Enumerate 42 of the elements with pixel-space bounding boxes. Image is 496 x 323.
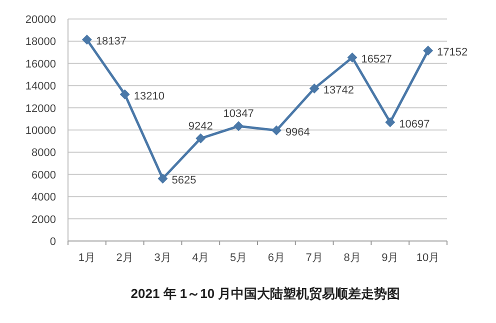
data-label: 5625 — [172, 174, 196, 187]
x-tick-label: 7月 — [306, 252, 323, 264]
point — [196, 133, 206, 144]
y-tick-label: 20000 — [25, 14, 56, 26]
point — [423, 46, 434, 56]
data-label: 9964 — [285, 126, 310, 138]
x-tick-label: 1月 — [78, 252, 96, 264]
data-label: 13742 — [323, 84, 354, 96]
x-tick-label: 3月 — [154, 252, 172, 264]
x-tick-label: 6月 — [268, 252, 286, 264]
x-tick-label: 10月 — [416, 252, 440, 264]
point — [271, 125, 282, 136]
x-tick-label: 8月 — [344, 252, 361, 264]
y-tick-label: 2000 — [32, 214, 56, 226]
y-tick-label: 8000 — [32, 147, 56, 160]
y-tick-label: 6000 — [32, 169, 56, 182]
y-tick-label: 12000 — [25, 102, 56, 115]
point — [385, 117, 396, 128]
data-label: 17152 — [437, 46, 468, 59]
x-tick-label: 2月 — [116, 252, 134, 264]
x-tick-label: 5月 — [230, 252, 248, 264]
x-tick-label: 4月 — [192, 252, 210, 264]
point — [120, 89, 130, 100]
x-tick-label: 9月 — [382, 252, 399, 264]
point — [347, 52, 358, 63]
data-label: 13210 — [134, 90, 164, 102]
data-label: 10697 — [399, 118, 430, 130]
point — [158, 174, 168, 184]
data-label: 16527 — [361, 54, 392, 66]
data-label: 18137 — [96, 36, 127, 48]
data-label: 9242 — [188, 120, 213, 132]
y-tick-label: 18000 — [25, 36, 56, 48]
point — [234, 121, 244, 132]
point — [309, 83, 320, 94]
text: 2021 年 1～10 月中国大陆塑机贸易顺差走势图 — [130, 286, 400, 301]
y-tick-label: 4000 — [32, 192, 56, 204]
y-tick-label: 10000 — [25, 125, 56, 137]
data-label: 10347 — [223, 108, 254, 120]
y-tick-label: 16000 — [25, 58, 56, 70]
y-tick-label: 14000 — [25, 80, 56, 93]
y-tick-label: 0 — [50, 236, 56, 248]
point — [82, 34, 92, 45]
